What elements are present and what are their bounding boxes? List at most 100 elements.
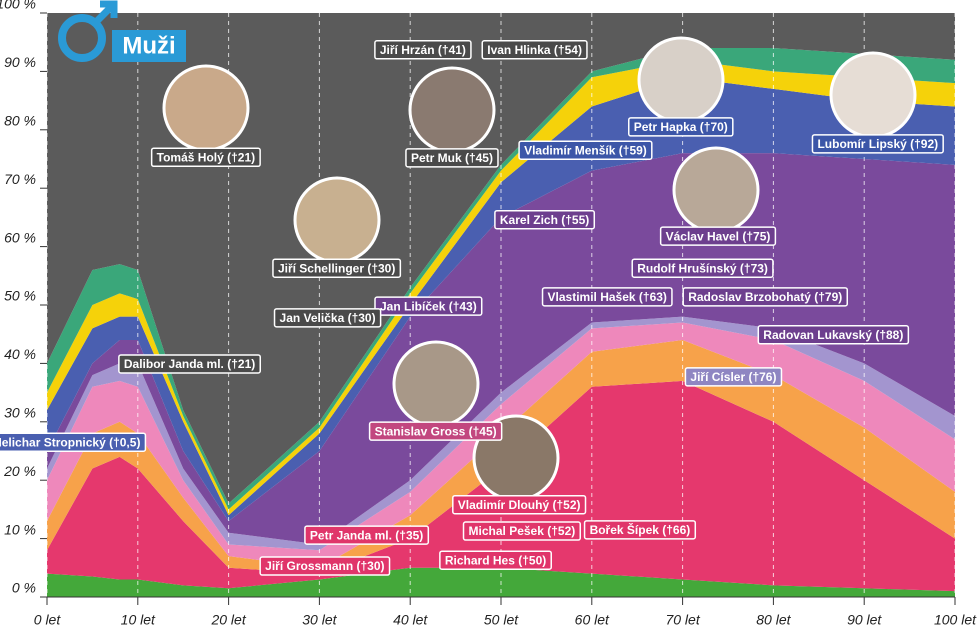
x-tick-label: 90 let: [847, 612, 882, 628]
photo: [408, 66, 496, 154]
annotation-label: Václav Havel (†75): [666, 229, 771, 243]
annotation-box: [272, 258, 402, 278]
annotation-label: Jiří Grossmann (†30): [265, 559, 384, 573]
annotation-box: [659, 226, 777, 246]
annotation-label: Melichar Stropnický (†0,5): [0, 435, 140, 449]
photo: [637, 36, 725, 124]
annotation-label: Radoslav Brzobohatý (†79): [688, 290, 842, 304]
annotation: Karel Zich (†55): [494, 209, 596, 230]
annotation-label: Vlastimil Hašek (†63): [548, 290, 667, 304]
annotation-label: Petr Hapka (†70): [634, 120, 728, 134]
title-box: [112, 30, 186, 62]
photo: [392, 340, 480, 428]
x-tick-label: 10 let: [121, 612, 156, 628]
annotation-label: Bořek Šípek (†66): [590, 522, 691, 537]
x-tick-label: 70 let: [665, 612, 700, 628]
y-tick-label: 100 %: [0, 0, 36, 12]
x-tick-label: 30 let: [302, 612, 337, 628]
annotation: Stanislav Gross (†45): [368, 421, 503, 441]
annotation-label: Radovan Lukavský (†88): [763, 328, 903, 342]
annotation: Dalibor Janda ml. (†21): [118, 354, 261, 374]
annotation-box: [150, 147, 261, 167]
photo: [672, 146, 760, 234]
annotation-box: [518, 140, 653, 160]
annotation-label: Petr Janda ml. (†35): [310, 528, 423, 542]
annotation: Jiří Císler (†76): [684, 367, 783, 387]
annotation-box: [628, 117, 734, 137]
annotation-box: [439, 550, 552, 570]
annotation: Tomáš Holý (†21): [150, 147, 261, 167]
annotation-box: [0, 432, 147, 452]
x-tick-label: 100 let: [934, 612, 977, 628]
annotation: Ivan Hlinka (†54): [481, 40, 588, 60]
y-tick-label: 40 %: [4, 346, 36, 362]
annotation-box: [118, 354, 261, 374]
annotation-box: [374, 40, 472, 60]
annotation-box: [481, 40, 588, 60]
annotation: Bořek Šípek (†66): [583, 520, 697, 540]
annotation-box: [757, 325, 910, 345]
y-tick-label: 70 %: [4, 171, 36, 187]
area: [47, 13, 955, 504]
annotation-box: [811, 134, 944, 154]
annotation-box: [452, 494, 587, 515]
annotation: Rudolf Hrušínský (†73): [631, 258, 774, 278]
annotation: Vladimír Dlouhý (†52): [452, 494, 587, 515]
annotation: Vladimír Menšík (†59): [518, 140, 653, 160]
annotation-box: [541, 287, 673, 307]
male-arrow: [91, 0, 118, 27]
y-tick-label: 80 %: [4, 113, 36, 129]
y-tick-label: 60 %: [4, 229, 36, 245]
x-tick-label: 80 let: [756, 612, 791, 628]
annotation: Petr Muk (†45): [405, 148, 499, 168]
y-tick-label: 0 %: [12, 580, 36, 596]
annotation: Jiří Grossmann (†30): [259, 556, 391, 576]
x-tick-label: 60 let: [575, 612, 610, 628]
annotation-label: Rudolf Hrušínský (†73): [637, 261, 768, 275]
logo: Muži: [58, 0, 186, 62]
annotation: Václav Havel (†75): [659, 226, 777, 246]
annotation: Vlastimil Hašek (†63): [541, 287, 673, 307]
annotation-label: Jiří Hrzán (†41): [380, 43, 466, 57]
annotation-label: Jan Libíček (†43): [380, 299, 477, 313]
annotation-label: Richard Hes (†50): [445, 553, 546, 567]
annotation: Petr Janda ml. (†35): [304, 525, 430, 545]
annotation-label: Vladimír Menšík (†59): [524, 143, 647, 157]
y-tick-label: 50 %: [4, 288, 36, 304]
annotation-box: [368, 421, 503, 441]
annotation: Jan Libíček (†43): [374, 296, 483, 316]
annotation-label: Karel Zich (†55): [500, 213, 589, 227]
photo: [162, 64, 250, 152]
annotations: Tomáš Holý (†21) Jiří Hrzán (†41) Ivan Hli…: [0, 40, 944, 576]
x-tick-label: 40 let: [393, 612, 428, 628]
annotation-box: [304, 525, 430, 545]
chart-title: Muži: [122, 32, 175, 59]
annotation: Radovan Lukavský (†88): [757, 325, 910, 345]
photo: [293, 176, 381, 264]
annotation: Radoslav Brzobohatý (†79): [682, 287, 849, 307]
annotation-label: Michal Pešek (†52): [469, 524, 576, 538]
y-tick-label: 20 %: [3, 463, 36, 479]
y-tick-label: 10 %: [4, 521, 36, 537]
annotation-label: Stanislav Gross (†45): [375, 424, 497, 438]
annotation-box: [462, 521, 582, 541]
annotation-label: Petr Muk (†45): [411, 151, 493, 165]
annotation-label: Dalibor Janda ml. (†21): [124, 357, 255, 371]
annotation-label: Lubomír Lipský (†92): [817, 137, 938, 151]
annotation: Michal Pešek (†52): [462, 521, 582, 541]
annotation-box: [273, 308, 382, 328]
annotation-label: Jan Velička (†30): [280, 311, 376, 325]
y-tick-label: 90 %: [4, 54, 36, 70]
x-tick-label: 0 let: [34, 612, 62, 628]
annotation: Melichar Stropnický (†0,5): [0, 432, 147, 452]
annotation-box: [684, 367, 783, 387]
annotation-label: Ivan Hlinka (†54): [487, 43, 582, 57]
annotation-box: [682, 287, 849, 307]
annotation: Richard Hes (†50): [439, 550, 552, 570]
annotation-label: Vladimír Dlouhý (†52): [458, 498, 581, 512]
annotation-box: [494, 209, 596, 230]
annotation-box: [374, 296, 483, 316]
male-symbol: [58, 14, 106, 62]
y-tick-label: 30 %: [4, 405, 36, 421]
